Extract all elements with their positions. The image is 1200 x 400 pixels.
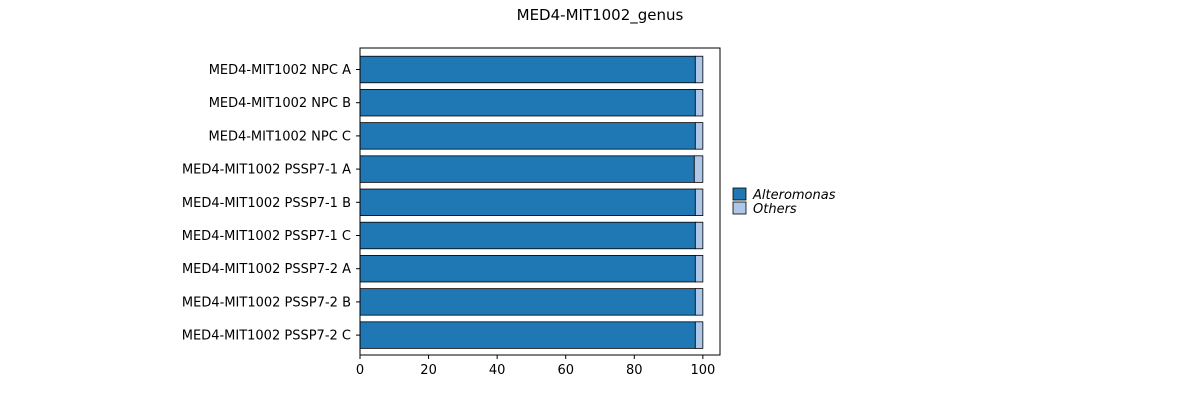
bar-alteromonas	[359, 255, 696, 283]
x-tick-label: 100	[690, 363, 715, 378]
chart-title: MED4-MIT1002_genus	[517, 6, 684, 25]
x-tick-label: 60	[557, 363, 574, 378]
plot-area	[359, 55, 704, 349]
plot-frame	[359, 47, 721, 356]
y-tick-label: MED4-MIT1002 NPC B	[209, 96, 351, 111]
axes: MED4-MIT1002 NPC A MED4-MIT1002 NPC B MED4…	[182, 47, 721, 378]
y-tick-label: MED4-MIT1002 PSSP7-1 B	[182, 196, 351, 211]
x-tick-label: 80	[626, 363, 643, 378]
bar-alteromonas	[359, 188, 696, 216]
x-tick-label: 20	[420, 363, 437, 378]
bar-others	[694, 122, 704, 150]
bar-others	[694, 89, 704, 117]
legend-label-alteromonas: Alteromonas	[752, 188, 836, 203]
y-tick-label: MED4-MIT1002 PSSP7-1 A	[182, 163, 351, 178]
y-tick-label: MED4-MIT1002 PSSP7-1 C	[182, 229, 351, 244]
bar-others	[694, 188, 704, 216]
bar-alteromonas	[359, 55, 696, 84]
bar-others	[694, 55, 704, 84]
bar-others	[694, 288, 704, 316]
x-tick-label: 40	[489, 363, 506, 378]
bar-others	[694, 321, 704, 349]
y-tick-label: MED4-MIT1002 NPC C	[209, 129, 351, 144]
bar-others	[693, 155, 704, 183]
bar-alteromonas	[359, 155, 695, 183]
bar-alteromonas	[359, 221, 696, 250]
bar-alteromonas	[359, 321, 696, 349]
legend-swatch-others	[732, 201, 747, 215]
y-tick-label: MED4-MIT1002 PSSP7-2 A	[182, 262, 351, 277]
bar-others	[694, 255, 704, 283]
legend-label-others: Others	[753, 202, 797, 217]
bar-alteromonas	[359, 288, 696, 316]
x-tick-label: 0	[356, 363, 364, 378]
y-tick-label: MED4-MIT1002 PSSP7-2 C	[182, 329, 351, 344]
y-tick-label: MED4-MIT1002 PSSP7-2 B	[182, 295, 351, 310]
bar-alteromonas	[359, 89, 696, 117]
bar-alteromonas	[359, 122, 696, 150]
bar-others	[694, 221, 704, 250]
y-tick-label: MED4-MIT1002 NPC A	[209, 63, 351, 78]
legend-swatch-alteromonas	[732, 187, 747, 201]
